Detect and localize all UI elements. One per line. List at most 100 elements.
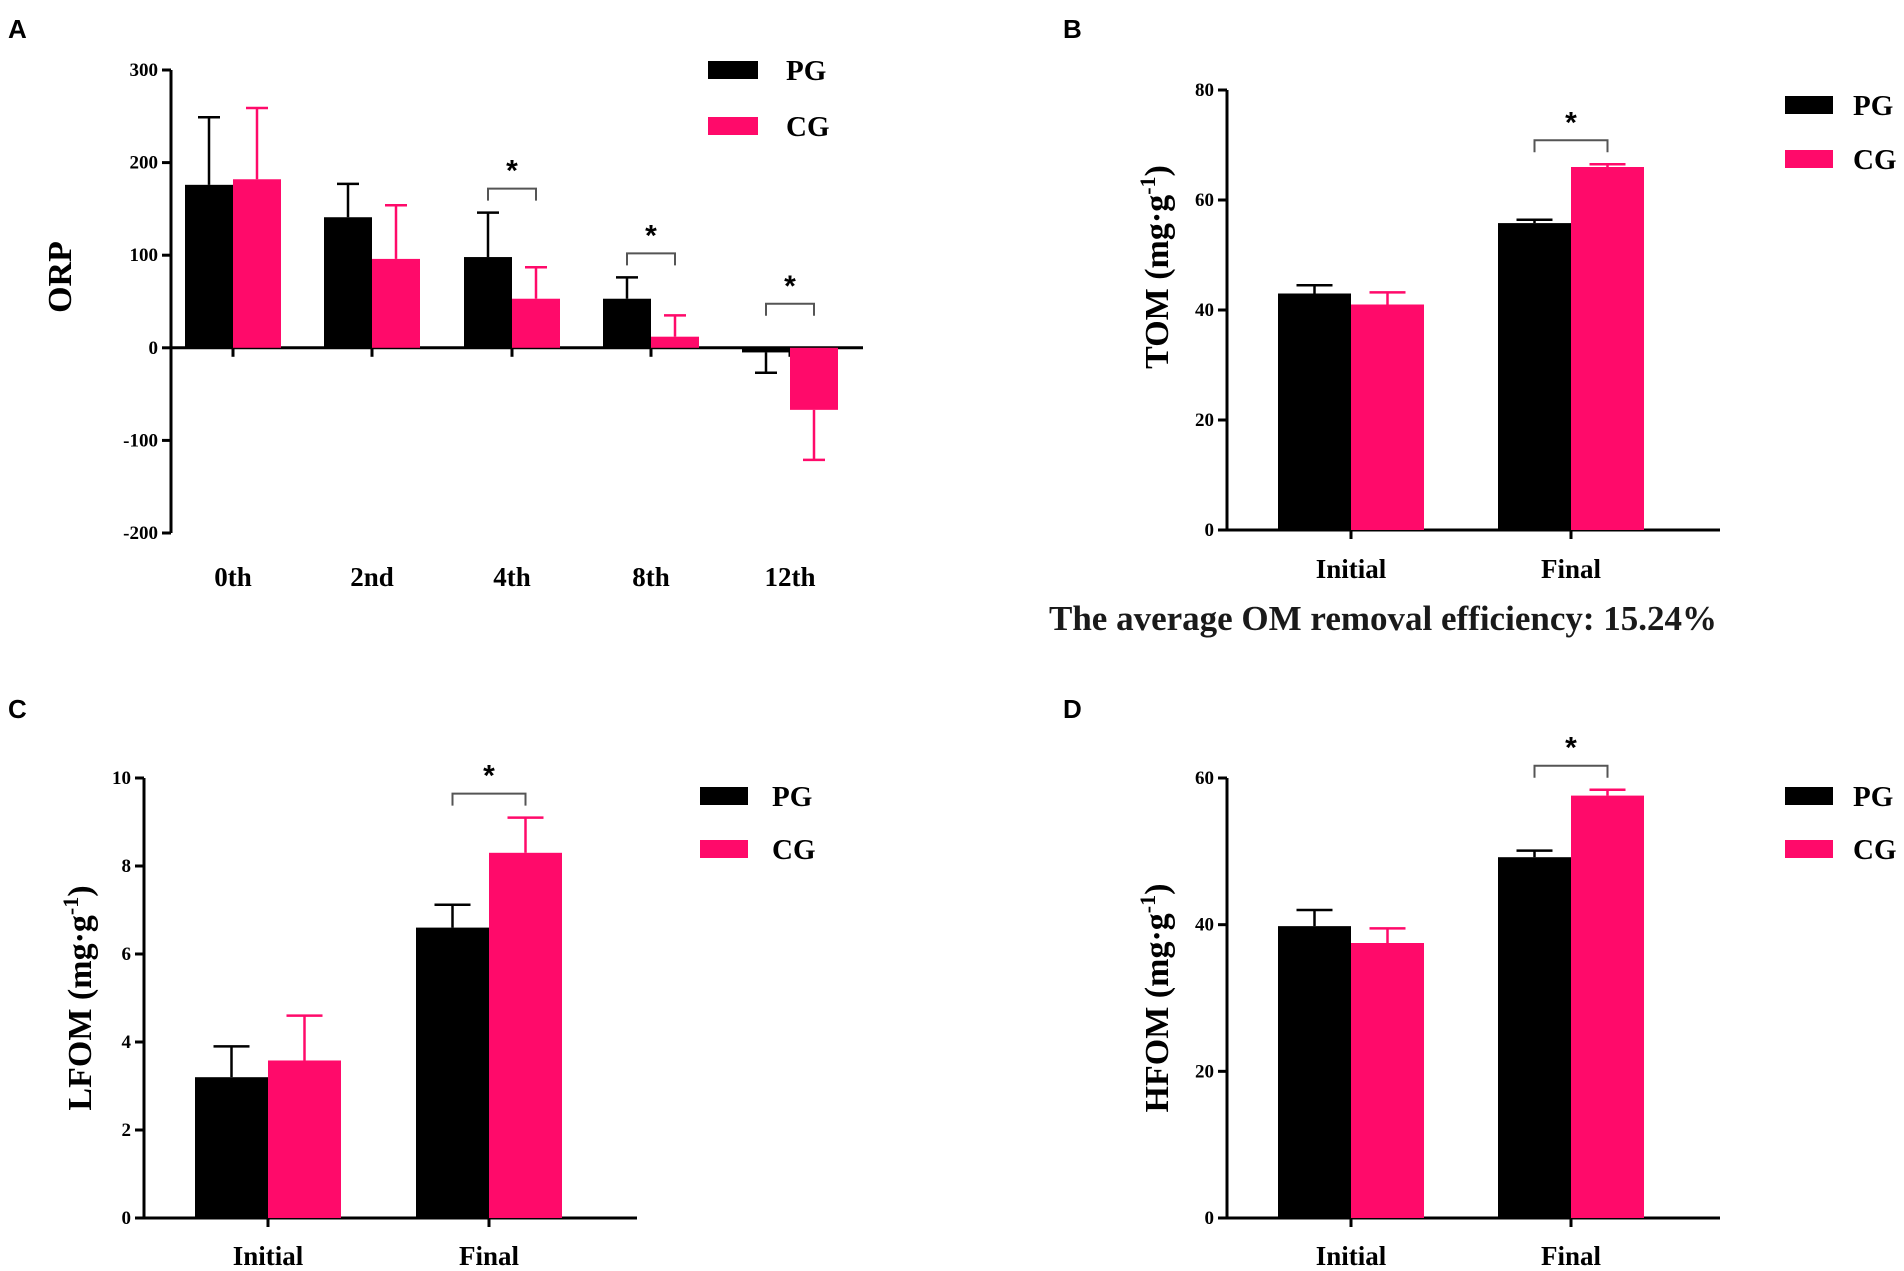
panel-a-bar-cg bbox=[372, 258, 420, 348]
panel-c-y-tick-label: 0 bbox=[122, 1208, 132, 1229]
panel-b-bar-cg bbox=[1351, 304, 1424, 530]
panel-d-y-tick-label: 20 bbox=[1195, 1061, 1214, 1082]
panel-a-significance-star: * bbox=[784, 270, 796, 303]
panel-b-ylabel-close: ) bbox=[1139, 165, 1176, 176]
panel-b-category-label: Final bbox=[1541, 554, 1602, 584]
panel-d: D HFOM (mg·g-1) 60 40 20 0 Initial Final * PG CG bbox=[1063, 694, 1897, 1271]
panel-c-bar-pg bbox=[416, 927, 489, 1218]
panel-c-legend-swatch-cg bbox=[700, 840, 748, 858]
panel-a-significance-bracket bbox=[487, 187, 537, 201]
panel-b-category-label: Initial bbox=[1316, 554, 1387, 584]
panel-d-legend-label-cg: CG bbox=[1853, 834, 1897, 866]
panel-a-bar-pg bbox=[464, 257, 512, 348]
panel-c-ylabel-sup: -1 bbox=[58, 897, 83, 915]
panel-c-category-label: Initial bbox=[233, 1241, 304, 1271]
panel-d-legend-swatch-pg bbox=[1785, 787, 1833, 805]
panel-a-significance-bracket bbox=[765, 302, 815, 316]
panel-d-legend-swatch-cg bbox=[1785, 840, 1833, 858]
panel-d-category-label: Initial bbox=[1316, 1241, 1387, 1271]
panel-c-ylabel-close: ) bbox=[62, 885, 99, 896]
panel-b-ylabel-main: TOM (mg·g bbox=[1139, 195, 1176, 369]
panel-a-category-label: 8th bbox=[632, 562, 670, 592]
panel-c-category-label: Final bbox=[459, 1241, 520, 1271]
panel-d-category-label: Final bbox=[1541, 1241, 1602, 1271]
removal-efficiency-caption: The average OM removal efficiency: 15.24… bbox=[1049, 599, 1717, 638]
panel-b-y-tick-label: 60 bbox=[1195, 190, 1214, 211]
panel-c-y-tick-label: 6 bbox=[122, 944, 132, 965]
panel-c-legend-label-pg: PG bbox=[772, 781, 812, 813]
panel-c-y-axis-title: LFOM (mg·g-1) bbox=[58, 885, 99, 1110]
panel-d-significance-star: * bbox=[1565, 732, 1577, 765]
panel-c-bar-cg bbox=[489, 852, 562, 1218]
panel-c-y-tick-label: 8 bbox=[122, 856, 132, 877]
panel-a-bar-pg bbox=[185, 184, 233, 348]
panel-d-bar-pg bbox=[1278, 926, 1351, 1218]
panel-c-ylabel-main: LFOM (mg·g bbox=[62, 915, 99, 1110]
panel-a-category-label: 12th bbox=[764, 562, 815, 592]
panel-b-legend-label-pg: PG bbox=[1853, 90, 1893, 122]
panel-a-significance-bracket bbox=[626, 252, 676, 266]
panel-d-y-tick-label: 0 bbox=[1205, 1208, 1215, 1229]
panel-b-y-tick-label: 20 bbox=[1195, 410, 1214, 431]
panel-b-bar-pg bbox=[1278, 293, 1351, 530]
panel-a-category-label: 4th bbox=[493, 562, 531, 592]
panel-d-legend-label-pg: PG bbox=[1853, 781, 1893, 813]
panel-a-category-label: 0th bbox=[214, 562, 252, 592]
panel-a-bar-cg bbox=[790, 347, 838, 410]
panel-a-significance-star: * bbox=[506, 155, 518, 188]
panel-c-legend-swatch-pg bbox=[700, 787, 748, 805]
panel-b-y-axis-title: TOM (mg·g-1) bbox=[1135, 165, 1176, 369]
panel-c-y-tick-label: 4 bbox=[122, 1032, 132, 1053]
panel-b-ylabel-sup: -1 bbox=[1135, 176, 1160, 194]
panel-a-y-axis-title: ORP bbox=[42, 241, 79, 313]
panel-b-legend-swatch-cg bbox=[1785, 150, 1833, 168]
panel-b: B TOM (mg·g-1) The average OM removal ef… bbox=[1049, 14, 1897, 638]
panel-d-bar-cg bbox=[1571, 795, 1644, 1218]
panel-c-bar-cg bbox=[268, 1060, 341, 1218]
panel-b-letter: B bbox=[1063, 14, 1082, 44]
panel-a: A ORP 300 200 100 0 -100 -200 0th 2nd 4th 8th 12th… bbox=[8, 14, 863, 592]
panel-a-y-tick-label: -100 bbox=[123, 430, 158, 451]
panel-a-bar-cg bbox=[233, 179, 281, 348]
panel-b-bar-pg bbox=[1498, 223, 1571, 530]
panel-a-bar-cg bbox=[651, 336, 699, 348]
panel-a-letter: A bbox=[8, 14, 27, 44]
panel-b-significance-bracket bbox=[1533, 139, 1609, 153]
panel-a-category-label: 2nd bbox=[350, 562, 394, 592]
panel-b-bar-cg bbox=[1571, 167, 1644, 530]
panel-b-y-tick-label: 40 bbox=[1195, 300, 1214, 321]
panel-c-significance-star: * bbox=[483, 760, 495, 793]
panel-a-significance-star: * bbox=[645, 219, 657, 252]
panel-d-bar-pg bbox=[1498, 857, 1571, 1218]
panel-a-bar-pg bbox=[603, 298, 651, 348]
panel-d-y-tick-label: 40 bbox=[1195, 915, 1214, 936]
panel-a-y-tick-label: -200 bbox=[123, 523, 158, 544]
panel-a-bar-pg bbox=[324, 217, 372, 348]
panel-c-y-tick-label: 2 bbox=[122, 1120, 132, 1141]
panel-b-legend-swatch-pg bbox=[1785, 96, 1833, 114]
panel-b-y-tick-label: 0 bbox=[1205, 520, 1215, 541]
panel-d-bar-cg bbox=[1351, 943, 1424, 1218]
panel-d-significance-bracket bbox=[1533, 764, 1609, 778]
panel-b-significance-star: * bbox=[1565, 106, 1577, 139]
panel-c-significance-bracket bbox=[451, 792, 527, 806]
panel-c-y-tick-label: 10 bbox=[112, 768, 131, 789]
panel-a-bar-cg bbox=[512, 298, 560, 348]
panel-a-y-tick-label: 200 bbox=[130, 153, 159, 174]
panel-b-y-tick-label: 80 bbox=[1195, 80, 1214, 101]
panel-a-y-tick-label: 0 bbox=[149, 338, 159, 359]
panel-a-legend-swatch-cg bbox=[708, 117, 758, 135]
panel-a-y-tick-label: 100 bbox=[130, 245, 159, 266]
panel-c-bar-pg bbox=[195, 1077, 268, 1218]
panel-a-y-tick-label: 300 bbox=[130, 60, 159, 81]
panel-d-letter: D bbox=[1063, 694, 1082, 724]
panel-d-y-axis-title: HFOM (mg·g-1) bbox=[1135, 884, 1176, 1113]
panel-a-legend-label-cg: CG bbox=[786, 111, 830, 143]
panel-c-letter: C bbox=[8, 694, 27, 724]
panel-a-bar-pg bbox=[742, 347, 790, 353]
panel-d-ylabel-sup: -1 bbox=[1135, 895, 1160, 913]
panel-d-y-tick-label: 60 bbox=[1195, 768, 1214, 789]
panel-a-legend-label-pg: PG bbox=[786, 55, 826, 87]
panel-b-legend-label-cg: CG bbox=[1853, 144, 1897, 176]
